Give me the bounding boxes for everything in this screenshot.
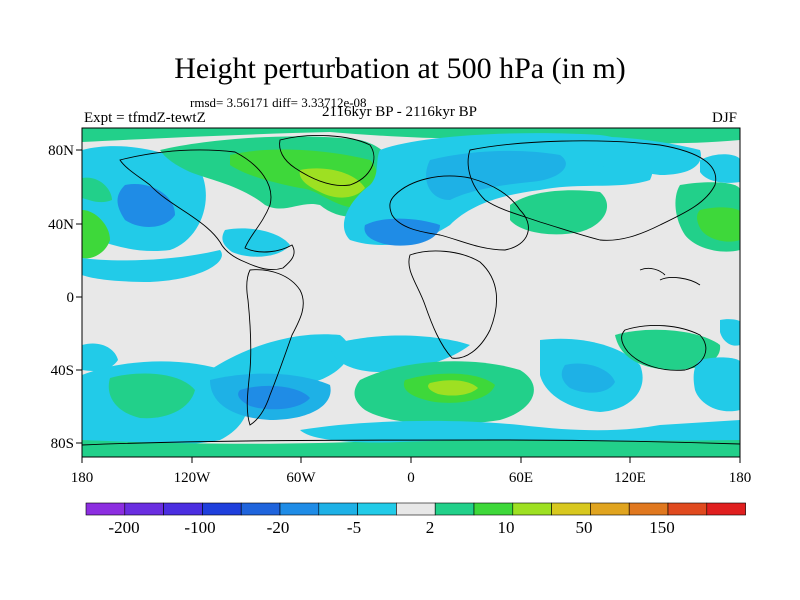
- colorbar-label-150: 150: [649, 518, 675, 537]
- x-tick-120w: 120W: [174, 470, 212, 486]
- colorbar-label-minus20: -20: [267, 518, 290, 537]
- contour-green-antarctic: [82, 437, 740, 457]
- contour-blue-natlantic: [343, 133, 653, 245]
- experiment-label: Expt = tfmdZ-tewtZ: [84, 110, 206, 126]
- colorbar-swatch: [706, 502, 746, 516]
- contour-blue-antarctic-rim: [300, 420, 740, 443]
- colorbar-swatch: [357, 502, 397, 516]
- season-label: DJF: [712, 110, 738, 126]
- colorbar-swatch: [396, 502, 436, 516]
- coastlines: [82, 134, 740, 446]
- contour-blue-subtrop-w: [82, 250, 222, 282]
- contour-yellow-indian-core: [428, 380, 478, 396]
- colorbar-swatch: [279, 502, 320, 516]
- contour-blue-satlantic-core: [238, 385, 310, 410]
- contour-blue-atlantic-mid: [222, 228, 290, 257]
- colorbar: [85, 502, 746, 516]
- colorbar-label-minus100: -100: [184, 518, 215, 537]
- contour-green-asia: [510, 190, 608, 235]
- colorbar-swatch: [163, 502, 203, 516]
- colorbar-swatch: [434, 502, 475, 516]
- colorbar-swatch: [318, 502, 358, 516]
- x-tick-120e: 120E: [614, 470, 646, 486]
- colorbar-swatch: [667, 502, 708, 516]
- contour-yellow-greenland-core: [299, 168, 365, 198]
- contour-blue-s-indian-core: [561, 363, 615, 393]
- x-tick-60w: 60W: [286, 470, 316, 486]
- contour-green-npac-west: [82, 210, 110, 259]
- x-tick-60e: 60E: [509, 470, 533, 486]
- x-tick-180e: 180: [729, 470, 752, 486]
- colorbar-swatch: [512, 502, 552, 516]
- colorbar-label-2: 2: [426, 518, 435, 537]
- y-tick-40n: 40N: [48, 217, 74, 233]
- colorbar-swatch: [551, 502, 591, 516]
- colorbar-swatch: [202, 502, 242, 516]
- contour-green-npac-rim: [82, 177, 112, 203]
- contour-green-australia: [615, 329, 721, 370]
- contour-blue-aus-rim: [720, 319, 740, 346]
- y-tick-80n: 80N: [48, 143, 74, 159]
- colorbar-swatch: [240, 502, 281, 516]
- contour-blue-europe-core: [364, 218, 440, 246]
- contour-blue-natlantic-core: [426, 150, 566, 200]
- y-axis: 80N 40N 0 40S 80S: [48, 143, 82, 452]
- rmsd-diff-stats: rmsd= 3.56171 diff= 3.33712e-08: [190, 95, 367, 110]
- y-tick-0: 0: [67, 290, 75, 306]
- colorbar-labels: -200 -100 -20 -5 2 10 50 150: [108, 518, 674, 537]
- contour-lime-nwpacific-core: [697, 207, 740, 242]
- colorbar-label-minus200: -200: [108, 518, 139, 537]
- contour-blue-nepac-rim: [700, 154, 740, 183]
- colorbar-label-minus5: -5: [347, 518, 361, 537]
- x-tick-0: 0: [407, 470, 415, 486]
- y-tick-80s: 80S: [51, 436, 74, 452]
- contour-blue-s-pacific-e: [693, 357, 740, 412]
- colorbar-swatch: [590, 502, 630, 516]
- y-tick-40s: 40S: [51, 363, 74, 379]
- contour-blue-s-mid-ring: [330, 335, 470, 372]
- contour-field: [82, 128, 740, 457]
- x-tick-180w: 180: [71, 470, 94, 486]
- colorbar-label-50: 50: [576, 518, 593, 537]
- plot-title: Height perturbation at 500 hPa (in m): [174, 52, 626, 85]
- x-axis: 180 120W 60W 0 60E 120E 180: [71, 457, 752, 486]
- colorbar-swatch: [628, 502, 669, 516]
- contour-blue-spacific-w: [82, 343, 118, 371]
- contour-green-spacific: [108, 373, 195, 419]
- colorbar-swatch: [473, 502, 514, 516]
- colorbar-swatch: [124, 502, 164, 516]
- colorbar-swatch: [85, 502, 126, 516]
- colorbar-label-10: 10: [498, 518, 515, 537]
- period-label: 2116kyr BP - 2116kyr BP: [322, 104, 478, 120]
